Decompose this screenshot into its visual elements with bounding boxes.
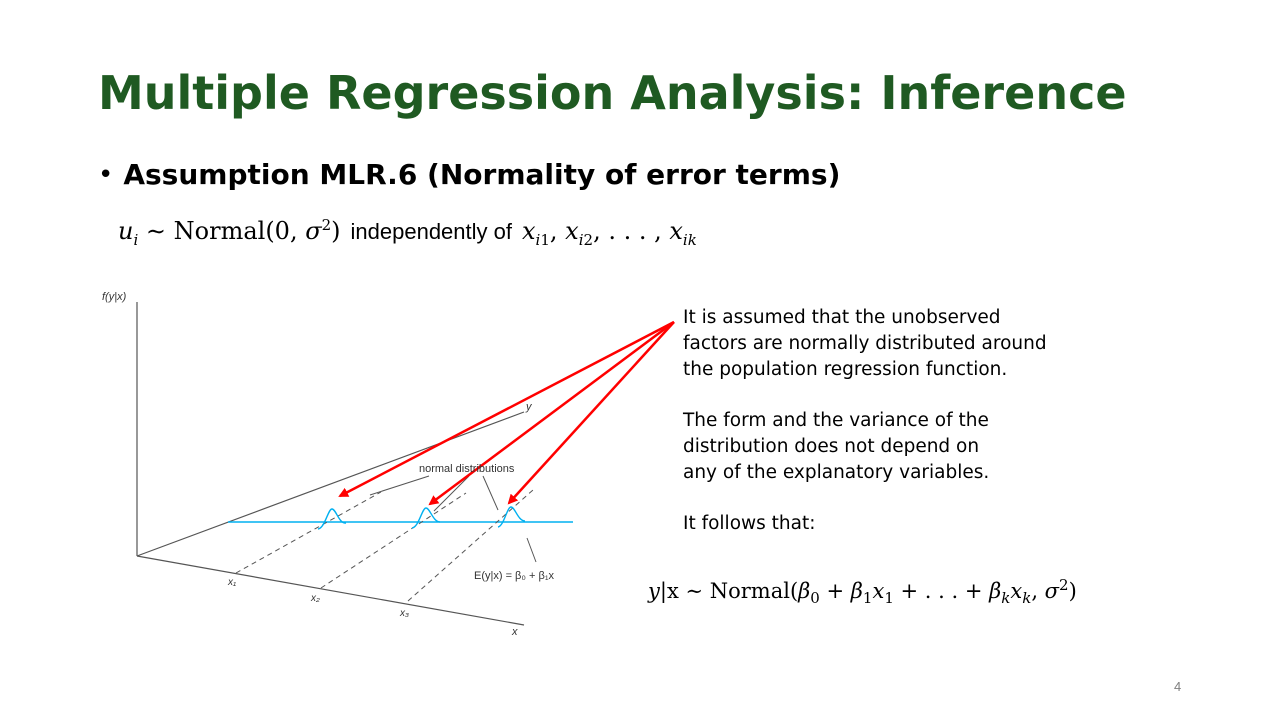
- formula-error-term: ui ∼ Normal(0, σ2): [118, 216, 341, 249]
- x3-label: x₃: [399, 608, 409, 619]
- pointer-line-1: [369, 475, 430, 496]
- pointer-line-3: [482, 475, 499, 511]
- explanation-paragraph-3: It follows that:: [683, 513, 816, 535]
- normality-formula: ui ∼ Normal(0, σ2) independently of xi1,…: [118, 216, 697, 256]
- page-number: 4: [1174, 679, 1182, 694]
- formula-conditional: y|x ∼ Normal(β0 + β1x1 + . . . + βkxk, σ…: [648, 576, 1077, 608]
- x1-label: x₁: [227, 577, 236, 588]
- pointer-line-regression: [526, 537, 537, 563]
- normal-curve-1: [317, 508, 347, 530]
- conditional-distribution-formula: y|x ∼ Normal(β0 + β1x1 + . . . + βkxk, σ…: [648, 576, 1077, 607]
- formula-connector-text: independently of: [350, 219, 512, 244]
- x-axis-line: [136, 555, 525, 626]
- pointer-line-2: [433, 475, 470, 512]
- red-arrow-2: [428, 320, 675, 506]
- explanation-line: any of the explanatory variables.: [683, 461, 990, 483]
- explanation-line: distribution does not depend on: [683, 435, 980, 457]
- x2-label: x₂: [310, 593, 320, 604]
- normal-curve-3: [497, 506, 526, 528]
- red-arrow-1: [338, 320, 675, 498]
- x-label: x: [511, 626, 518, 638]
- explanation-paragraph-2: The form and the variance of the distrib…: [683, 408, 1103, 485]
- explanation-paragraph-1: It is assumed that the unobserved factor…: [683, 305, 1103, 382]
- explanation-text: It is assumed that the unobserved factor…: [683, 305, 1103, 563]
- normal-curve-2: [411, 507, 441, 529]
- slide-title: Multiple Regression Analysis: Inference: [98, 66, 1127, 120]
- normal-distributions-label: normal distributions: [419, 463, 515, 475]
- explanation-line: the population regression function.: [683, 358, 1008, 380]
- explanation-line: It is assumed that the unobserved: [683, 307, 1001, 328]
- regression-function-label: E(y|x) = β₀ + β₁x: [474, 570, 555, 582]
- y-label: y: [525, 401, 533, 413]
- bullet-assumption: • Assumption MLR.6 (Normality of error t…: [98, 158, 840, 191]
- dashed-line-x2: [320, 492, 467, 589]
- y-depth-axis-line: [136, 411, 525, 557]
- bullet-icon: •: [98, 159, 114, 190]
- explanation-line: factors are normally distributed around: [683, 332, 1047, 354]
- red-arrow-3: [507, 321, 675, 505]
- fyx-label: f(y|x): [102, 291, 127, 303]
- bullet-text: Assumption MLR.6 (Normality of error ter…: [123, 158, 841, 191]
- regression-figure: f(y|x) y normal distributions E(y|x) = β…: [102, 291, 675, 638]
- explanation-line: The form and the variance of the: [683, 410, 989, 432]
- formula-regressors: xi1, xi2, . . . , xik: [521, 217, 697, 249]
- dashed-line-x1: [235, 491, 382, 574]
- dashed-line-x3: [407, 489, 534, 602]
